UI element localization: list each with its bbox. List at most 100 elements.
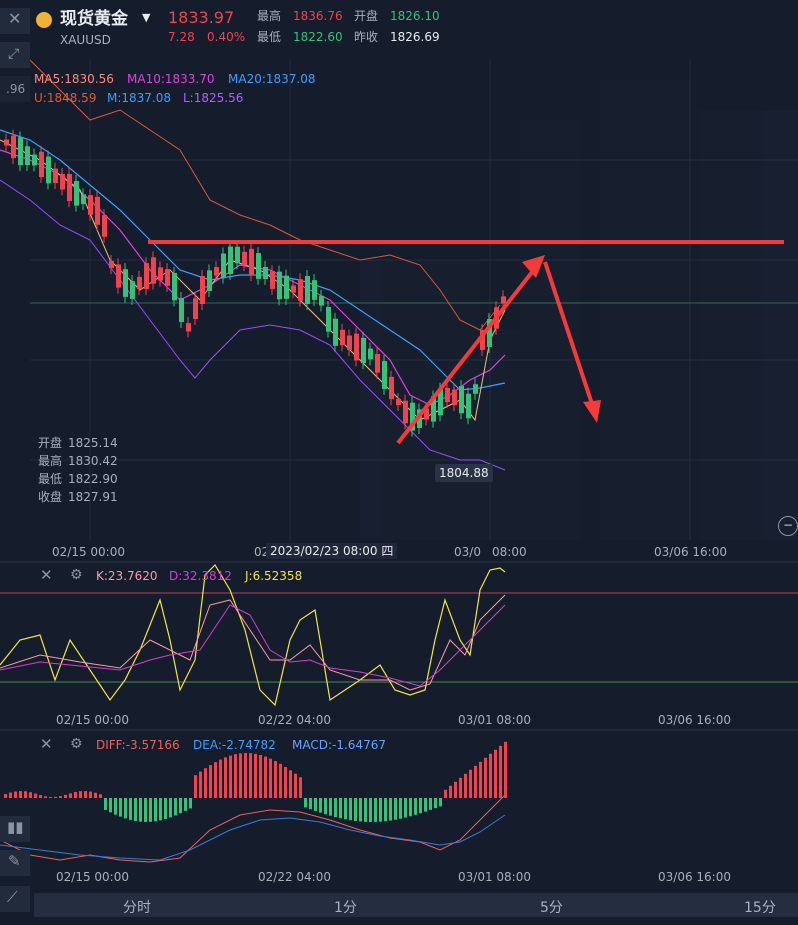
candle-body — [172, 272, 177, 301]
symbol-name[interactable]: 现货黄金 — [60, 9, 128, 29]
candle-body — [123, 269, 128, 297]
candlestick-tool-button[interactable]: ▮▮ — [0, 816, 30, 842]
candle-body — [354, 333, 359, 361]
down-arrow-head — [583, 400, 601, 423]
candle-body — [193, 298, 198, 320]
ma5-legend: MA5:1830.56 — [34, 72, 114, 86]
pencil-icon: ✎ — [8, 852, 21, 870]
low-price-marker: 1804.88 — [435, 464, 493, 482]
line-tool-icon: ⟋ — [7, 888, 18, 906]
candle-body — [501, 296, 506, 304]
macd-bar — [499, 745, 502, 798]
macd-bar — [454, 781, 457, 798]
macd-bar — [389, 798, 392, 821]
kdj-x-label-1: 02/15 00:00 — [56, 713, 129, 727]
candle-body — [179, 298, 184, 322]
kdj-j-legend: J:6.52358 — [245, 569, 303, 583]
pencil-tool-button[interactable]: ✎ — [0, 850, 30, 876]
macd-bar — [14, 791, 17, 798]
macd-bar — [79, 791, 82, 798]
tab-1min[interactable]: 1分 — [334, 900, 357, 916]
macd-bar — [309, 798, 312, 810]
last-price: 1833.97 — [168, 8, 235, 27]
macd-settings-icon[interactable]: ⚙ — [70, 736, 83, 752]
candle-body — [326, 306, 331, 332]
macd-bar — [99, 794, 102, 798]
ohlc-open-value: 1825.14 — [68, 436, 118, 450]
candle-body — [137, 276, 142, 290]
main-x-label-1: 02/15 00:00 — [52, 545, 125, 559]
tab-timeshare[interactable]: 分时 — [123, 900, 151, 916]
quote-header: 现货黄金 ▼ XAUUSD 1833.97 7.28 0.40% 最高 1836… — [0, 0, 798, 60]
kdj-close-icon[interactable]: ✕ — [40, 566, 53, 584]
macd-bar — [194, 775, 197, 798]
macd-bar — [4, 794, 7, 798]
candle-body — [144, 263, 149, 289]
candle-body — [228, 246, 233, 274]
tab-15min[interactable]: 15分 — [744, 900, 776, 916]
macd-diff-line — [0, 794, 506, 863]
macd-bar — [109, 798, 112, 813]
candle-body — [186, 323, 191, 332]
candle-body — [431, 396, 436, 422]
macd-bar — [154, 798, 157, 822]
macd-bar — [59, 796, 62, 798]
main-x-label-3: 03/0 — [454, 545, 481, 559]
macd-bar — [199, 771, 202, 798]
macd-bar — [179, 798, 182, 814]
macd-bar — [469, 769, 472, 798]
macd-bar — [174, 798, 177, 816]
kdj-k-line — [0, 594, 506, 691]
high-value: 1836.76 — [293, 9, 343, 23]
macd-bar — [159, 798, 162, 821]
candle-body — [53, 168, 58, 184]
candle-body — [249, 248, 254, 276]
candle-body — [25, 146, 30, 165]
macd-bar — [219, 759, 222, 798]
axis-value-fragment: .96 — [6, 82, 26, 96]
macd-bar — [164, 798, 167, 820]
macd-bar — [39, 795, 42, 798]
macd-bar — [284, 766, 287, 798]
macd-bar — [344, 798, 347, 820]
candle-body — [116, 264, 121, 288]
macd-bar — [149, 798, 152, 822]
kdj-settings-icon[interactable]: ⚙ — [70, 567, 83, 583]
macd-bar — [414, 798, 417, 815]
macd-diff-legend: DIFF:-3.57166 — [96, 738, 180, 752]
macd-bar — [374, 798, 377, 822]
dropdown-icon[interactable]: ▼ — [142, 11, 151, 24]
macd-bar — [269, 758, 272, 798]
line-tool-button[interactable]: ⟋ — [0, 886, 30, 912]
macd-bar — [384, 798, 387, 822]
candle-body — [46, 156, 51, 184]
candle-body — [221, 253, 226, 278]
candle-body — [102, 215, 107, 237]
low-label: 最低 — [257, 30, 282, 44]
candle-body — [151, 257, 156, 284]
candle-body — [312, 280, 317, 300]
macd-bar — [504, 741, 507, 798]
ohlc-low-value: 1822.90 — [68, 472, 118, 486]
close-button[interactable]: ✕ — [0, 8, 30, 34]
macd-bar — [44, 796, 47, 798]
main-x-label-2: 02 — [254, 545, 270, 559]
macd-close-icon[interactable]: ✕ — [40, 735, 53, 753]
candle-body — [487, 319, 492, 347]
macd-bar — [304, 798, 307, 808]
symbol-code: XAUUSD — [60, 33, 111, 47]
candle-body — [466, 393, 471, 419]
kdj-d-line — [0, 604, 506, 687]
candle-body — [256, 253, 261, 279]
zoom-out-button[interactable]: − — [778, 516, 798, 536]
candle-body — [200, 276, 205, 304]
macd-bar — [69, 793, 72, 798]
macd-bar — [379, 798, 382, 822]
macd-bar — [29, 792, 32, 798]
macd-bar — [319, 798, 322, 813]
candle-body — [396, 398, 401, 406]
kdj-j-line — [0, 564, 506, 707]
tab-5min[interactable]: 5分 — [540, 900, 563, 916]
crosshair-button[interactable]: ⤢ — [0, 42, 30, 68]
